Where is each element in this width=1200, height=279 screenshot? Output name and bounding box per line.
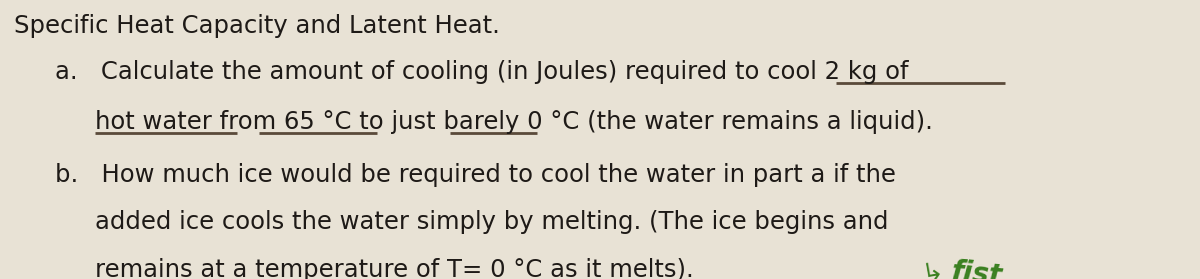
Text: Specific Heat Capacity and Latent Heat.: Specific Heat Capacity and Latent Heat. [14, 14, 500, 38]
Text: hot water from 65 °C to just barely 0 °C (the water remains a liquid).: hot water from 65 °C to just barely 0 °C… [95, 110, 932, 134]
Text: b.   How much ice would be required to cool the water in part a if the: b. How much ice would be required to coo… [55, 163, 896, 187]
Text: a.   Calculate the amount of cooling (in Joules) required to cool 2 kg of: a. Calculate the amount of cooling (in J… [55, 60, 908, 84]
Text: remains at a temperature of T= 0 °C as it melts).: remains at a temperature of T= 0 °C as i… [95, 258, 694, 279]
Text: ↳: ↳ [920, 258, 944, 279]
Text: fist: fist [950, 258, 1003, 279]
Text: added ice cools the water simply by melting. (The ice begins and: added ice cools the water simply by melt… [95, 210, 888, 234]
